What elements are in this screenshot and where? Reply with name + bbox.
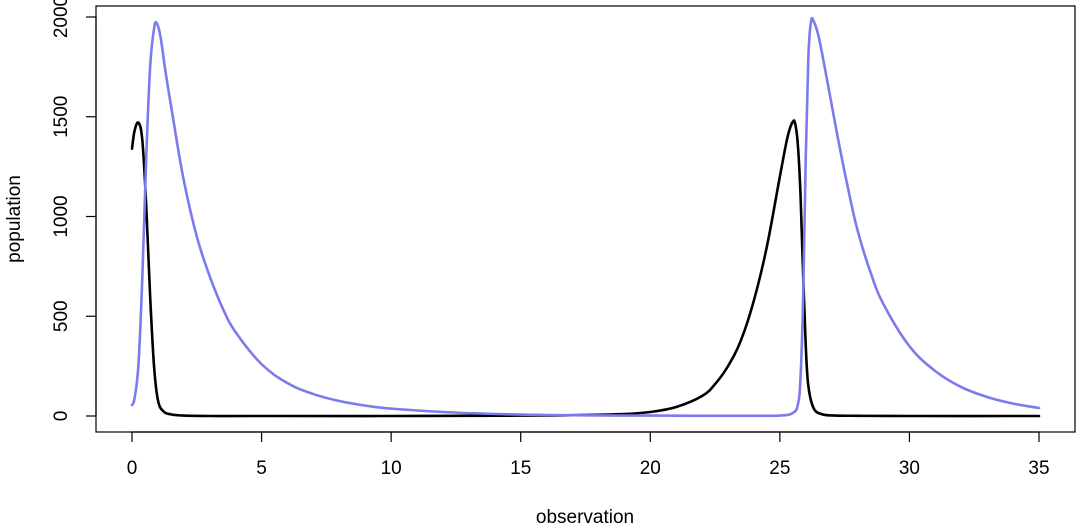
y-axis: 0 500 1000 1500 2000: [51, 0, 97, 422]
x-tick-label: 15: [510, 458, 531, 479]
x-tick-label: 5: [256, 458, 267, 479]
series-group: [130, 16, 1041, 418]
x-tick-label: 30: [899, 458, 920, 479]
x-axis-title: observation: [536, 507, 634, 528]
y-tick-label: 2000: [51, 0, 72, 38]
y-tick-label: 500: [51, 300, 72, 332]
plot-frame: [95, 5, 1076, 433]
x-tick-label: 20: [640, 458, 661, 479]
y-tick-label: 1500: [51, 96, 72, 138]
x-tick-label: 25: [769, 458, 790, 479]
x-tick-label: 10: [381, 458, 402, 479]
y-axis-title: population: [4, 175, 25, 263]
y-tick-label: 0: [51, 411, 72, 422]
series-line-2: [130, 16, 1041, 418]
x-tick-label: 35: [1028, 458, 1049, 479]
y-tick-label: 1000: [51, 195, 72, 237]
x-tick-label: 0: [127, 458, 138, 479]
series-line-1: [130, 119, 1041, 418]
x-axis: 0 5 10 15 20 25 30 35: [127, 431, 1050, 479]
